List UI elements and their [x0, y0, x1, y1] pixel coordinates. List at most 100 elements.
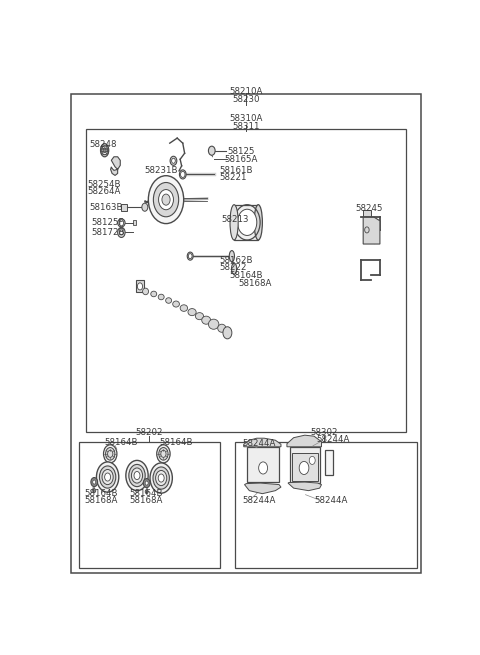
Text: 58248: 58248 [90, 140, 117, 149]
Text: 58213: 58213 [222, 215, 249, 224]
Circle shape [145, 490, 148, 494]
Text: 58202: 58202 [135, 428, 163, 437]
Text: 58172B: 58172B [92, 228, 125, 237]
Ellipse shape [150, 463, 172, 493]
Text: 58125F: 58125F [92, 218, 124, 227]
Text: 58164B: 58164B [129, 489, 163, 498]
Ellipse shape [156, 445, 170, 463]
Text: 58163B: 58163B [90, 203, 123, 212]
Bar [249, 455, 277, 482]
Polygon shape [248, 447, 279, 482]
Ellipse shape [158, 189, 173, 210]
Text: 58168A: 58168A [84, 496, 118, 505]
Circle shape [259, 462, 267, 474]
Ellipse shape [188, 309, 196, 316]
Ellipse shape [238, 209, 257, 235]
Text: 58164B: 58164B [84, 489, 118, 498]
Text: 58221: 58221 [219, 174, 247, 183]
Ellipse shape [180, 305, 188, 311]
Circle shape [118, 227, 125, 238]
Polygon shape [288, 482, 322, 491]
Ellipse shape [159, 447, 168, 460]
Text: 58244A: 58244A [242, 439, 276, 448]
Polygon shape [110, 157, 120, 176]
Ellipse shape [229, 251, 234, 262]
Ellipse shape [103, 147, 106, 153]
Ellipse shape [106, 447, 115, 460]
Text: 58164B: 58164B [229, 271, 263, 280]
Ellipse shape [153, 467, 169, 489]
Bar [325, 450, 333, 474]
Bar [292, 453, 318, 481]
Ellipse shape [208, 319, 219, 329]
Text: 58125: 58125 [228, 147, 255, 156]
Ellipse shape [118, 219, 125, 227]
Text: 58230: 58230 [232, 95, 260, 104]
Circle shape [170, 157, 177, 165]
Ellipse shape [102, 470, 113, 485]
Ellipse shape [187, 252, 193, 260]
Circle shape [120, 230, 123, 235]
Text: 58311: 58311 [232, 122, 260, 130]
Bar [121, 204, 127, 211]
Bar [132, 220, 136, 225]
Circle shape [309, 457, 315, 464]
Text: 58231B: 58231B [145, 166, 178, 175]
Ellipse shape [129, 464, 145, 487]
Circle shape [145, 481, 148, 485]
Ellipse shape [218, 324, 226, 332]
Circle shape [299, 461, 309, 474]
Text: 58254B: 58254B [87, 180, 120, 189]
Text: 58264A: 58264A [87, 187, 120, 196]
Ellipse shape [96, 462, 119, 492]
Text: 58164B: 58164B [104, 438, 137, 447]
Ellipse shape [195, 312, 204, 320]
Text: 58222: 58222 [219, 263, 247, 272]
Ellipse shape [132, 468, 143, 483]
Ellipse shape [104, 445, 117, 463]
Ellipse shape [173, 301, 180, 307]
Text: 58244A: 58244A [315, 496, 348, 505]
Ellipse shape [254, 205, 263, 240]
Ellipse shape [148, 176, 184, 223]
Circle shape [93, 489, 96, 493]
Bar [290, 447, 320, 483]
Bar [363, 210, 372, 217]
Circle shape [171, 159, 175, 163]
Text: 58245: 58245 [356, 204, 383, 214]
Polygon shape [244, 483, 281, 494]
Polygon shape [145, 183, 181, 212]
Text: 58244A: 58244A [317, 435, 350, 443]
Polygon shape [363, 217, 380, 244]
Text: 58162B: 58162B [219, 255, 252, 265]
Text: 58161B: 58161B [219, 166, 252, 176]
Ellipse shape [151, 291, 156, 297]
Circle shape [119, 220, 124, 226]
Circle shape [93, 480, 96, 484]
Text: 58310A: 58310A [229, 114, 263, 123]
Text: 58168A: 58168A [129, 496, 163, 505]
Polygon shape [287, 435, 322, 447]
Bar [235, 441, 417, 568]
Ellipse shape [102, 145, 108, 155]
Bar [136, 280, 144, 292]
Text: 58165A: 58165A [225, 155, 258, 164]
Ellipse shape [105, 473, 110, 481]
Bar [79, 441, 220, 568]
Bar [86, 129, 406, 432]
Text: 58164B: 58164B [160, 438, 193, 447]
Ellipse shape [161, 450, 166, 457]
Text: 58302: 58302 [311, 428, 338, 437]
Ellipse shape [202, 316, 211, 324]
Ellipse shape [143, 288, 148, 295]
Circle shape [188, 253, 192, 259]
Ellipse shape [180, 170, 186, 179]
Ellipse shape [134, 472, 140, 479]
Circle shape [142, 203, 148, 212]
Ellipse shape [156, 470, 167, 485]
Ellipse shape [99, 466, 116, 488]
Ellipse shape [108, 450, 113, 457]
Polygon shape [244, 438, 281, 447]
Circle shape [180, 172, 185, 178]
Circle shape [208, 146, 215, 155]
